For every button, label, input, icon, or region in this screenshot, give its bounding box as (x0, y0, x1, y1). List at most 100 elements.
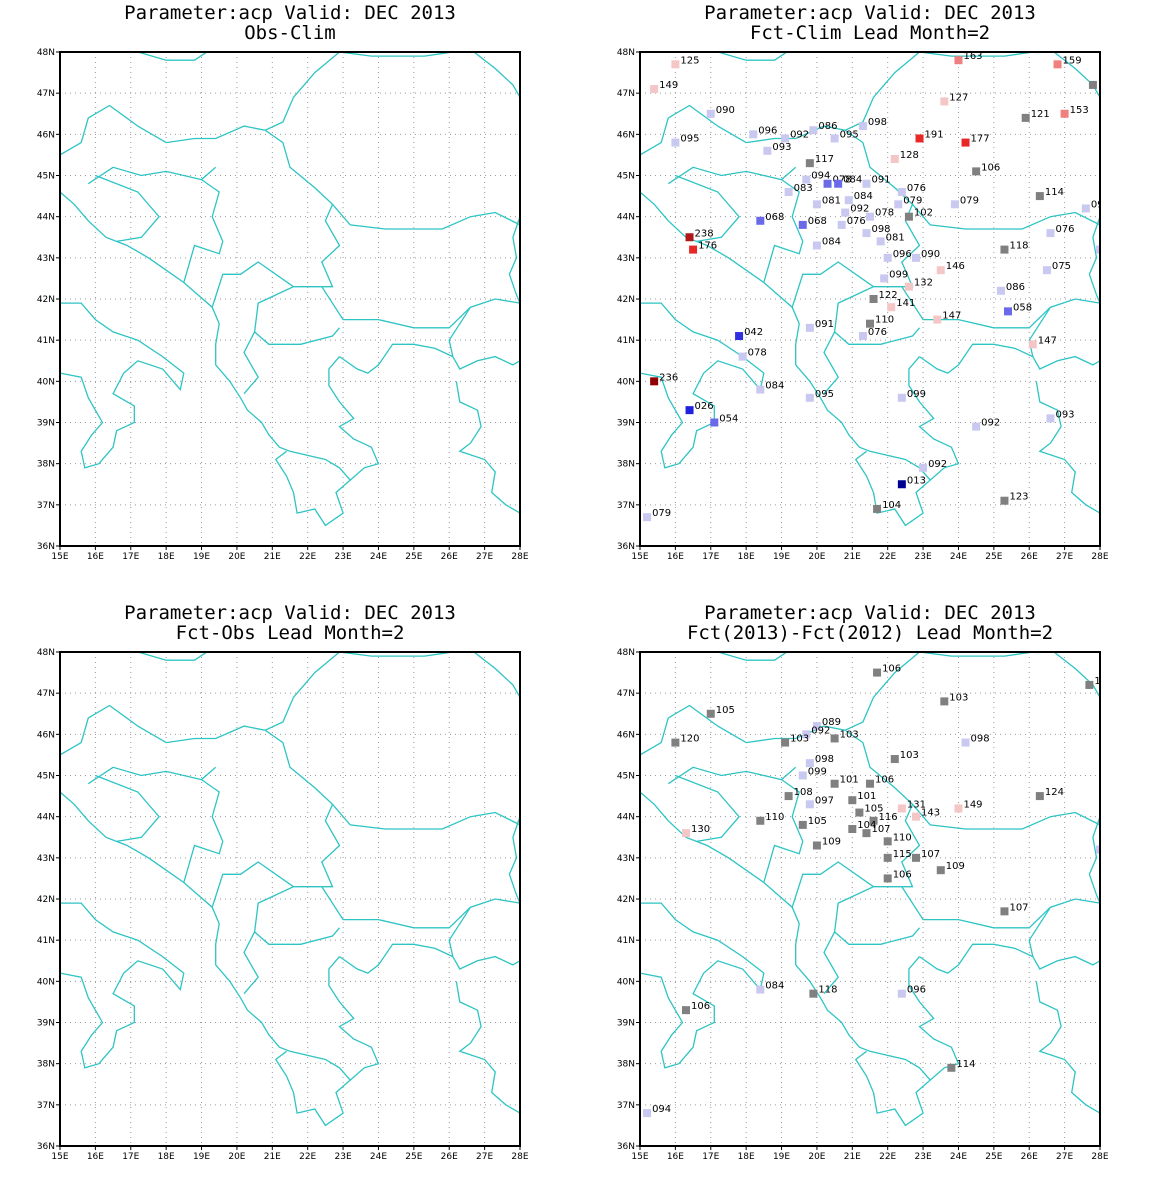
station-value-label: 083 (794, 183, 813, 194)
lon-tick-label: 15E (631, 1152, 648, 1162)
coastline (675, 52, 1054, 61)
lat-tick-label: 45N (37, 772, 55, 782)
coastline (823, 331, 839, 395)
lon-tick-label: 16E (87, 552, 104, 562)
station-value-label: 120 (680, 734, 699, 745)
coastline (763, 766, 804, 883)
station-marker (682, 1006, 690, 1015)
lat-tick-label: 47N (37, 89, 55, 99)
lon-tick-label: 16E (667, 1152, 684, 1162)
station-value-label: 114 (956, 1059, 975, 1070)
station-marker (855, 808, 864, 817)
lon-tick-label: 17E (702, 552, 719, 562)
lon-tick-label: 22E (879, 552, 896, 562)
station-value-label: 092 (850, 204, 869, 215)
station-marker (1046, 414, 1055, 423)
lat-tick-label: 43N (37, 854, 55, 864)
lat-tick-label: 47N (617, 89, 635, 99)
station-marker (805, 159, 814, 168)
lat-tick-label: 42N (37, 895, 55, 905)
lon-tick-label: 28E (1091, 552, 1108, 562)
station-marker (912, 253, 920, 262)
station-marker (866, 212, 874, 221)
coastline (667, 704, 921, 888)
lat-tick-label: 37N (617, 501, 635, 511)
station-value-label: 068 (808, 216, 827, 227)
station-value-label: 084 (854, 191, 873, 202)
station-marker (894, 200, 903, 209)
station-value-label: 149 (659, 80, 678, 91)
coastline (912, 203, 1100, 230)
station-value-label: 076 (868, 327, 887, 338)
station-marker (897, 989, 906, 998)
panel-subtitle: Fct-Obs Lead Month=2 (175, 622, 405, 644)
lon-tick-label: 22E (299, 1152, 316, 1162)
coastline (844, 52, 920, 131)
coastline (361, 1163, 457, 1188)
station-marker (798, 771, 807, 780)
station-marker (1096, 245, 1100, 254)
lon-tick-label: 20E (808, 1152, 825, 1162)
station-marker (738, 352, 747, 361)
station-value-label: 108 (794, 787, 813, 798)
station-marker (830, 734, 839, 743)
station-value-label: 091 (815, 319, 834, 330)
coastline (901, 886, 1100, 929)
lat-tick-label: 37N (617, 1101, 635, 1111)
station-value-label: 117 (815, 154, 834, 165)
lon-tick-label: 20E (228, 1152, 245, 1162)
coastline (640, 117, 669, 156)
coastline (253, 886, 340, 945)
coastline (321, 886, 520, 929)
panel-fct-clim: 1251490900950960920930860950981170940780… (580, 0, 1160, 600)
station-value-label: 123 (1009, 492, 1028, 503)
station-value-label: 099 (907, 389, 926, 400)
lat-tick-label: 38N (37, 1060, 55, 1070)
station-value-label: 110 (875, 315, 894, 326)
station-marker (1088, 80, 1097, 89)
lat-tick-label: 45N (37, 172, 55, 182)
coastline (243, 331, 259, 395)
station-marker (650, 377, 659, 386)
coastline (667, 104, 921, 288)
station-marker (1060, 109, 1069, 118)
lat-tick-label: 40N (617, 377, 635, 387)
coastline (1088, 216, 1100, 304)
station-marker (876, 237, 885, 246)
lon-tick-label: 27E (476, 552, 493, 562)
lon-tick-label: 28E (511, 552, 528, 562)
panel-obs-clim: 36N 37N 38N 39N 40N 41N 42N 43N 44N 45N 46N 47N 48N 1… (0, 0, 580, 600)
station-marker (897, 480, 906, 489)
station-marker (866, 319, 874, 328)
coastline (675, 174, 740, 243)
lat-tick-label: 46N (617, 130, 635, 140)
station-value-label: 078 (875, 208, 894, 219)
lat-tick-label: 37N (37, 1101, 55, 1111)
station-marker (912, 853, 920, 862)
station-marker (869, 295, 878, 303)
lon-tick-label: 19E (773, 552, 790, 562)
station-value-label: 084 (765, 381, 784, 392)
lat-tick-label: 48N (37, 648, 55, 658)
station-marker (897, 393, 906, 402)
station-value-label: 096 (758, 125, 777, 136)
station-marker (919, 463, 928, 472)
station-marker (940, 97, 949, 106)
lat-tick-label: 45N (617, 772, 635, 782)
station-value-label: 124 (1045, 787, 1064, 798)
lat-tick-label: 41N (37, 336, 55, 346)
station-marker (897, 804, 906, 813)
coastline (640, 302, 765, 469)
station-value-label: 106 (875, 775, 894, 786)
lat-tick-label: 47N (617, 689, 635, 699)
station-marker (735, 332, 744, 341)
station-value-label: 143 (921, 808, 940, 819)
station-marker (671, 60, 680, 69)
station-value-label: 191 (925, 129, 944, 140)
coastline (823, 931, 839, 995)
station-value-label: 089 (822, 717, 841, 728)
station-value-label: 109 (822, 836, 841, 847)
station-value-label: 236 (659, 372, 678, 383)
coastline (60, 902, 185, 1069)
station-marker (961, 138, 970, 147)
